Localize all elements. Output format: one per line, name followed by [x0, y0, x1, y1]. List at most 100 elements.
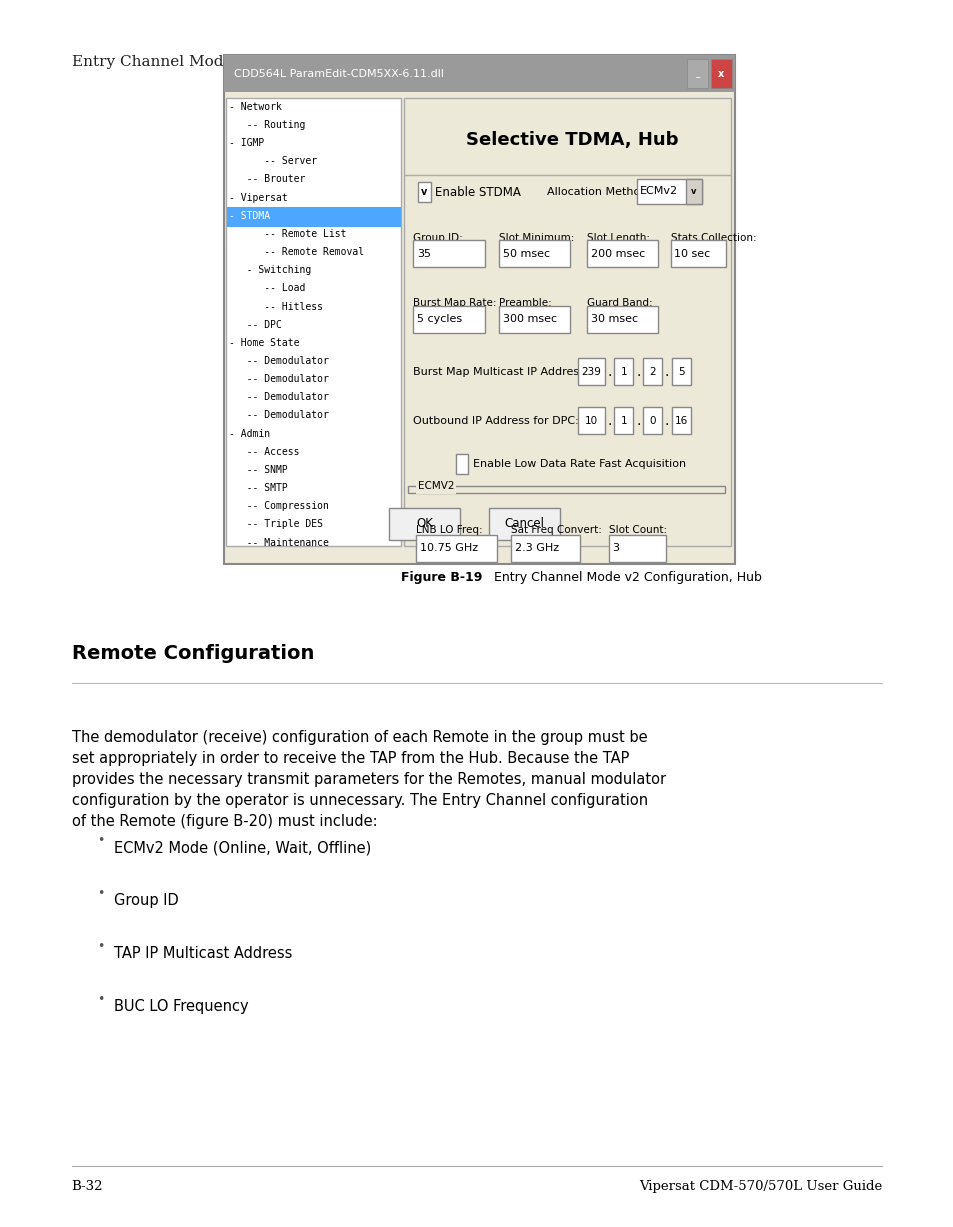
- Text: .: .: [607, 364, 611, 379]
- Text: Stats Collection:: Stats Collection:: [670, 233, 756, 243]
- Text: OK: OK: [416, 518, 433, 530]
- Text: The demodulator (receive) configuration of each Remote in the group must be
set : The demodulator (receive) configuration …: [71, 730, 665, 829]
- Text: -- Demodulator: -- Demodulator: [229, 374, 329, 384]
- Text: -- Load: -- Load: [229, 283, 305, 293]
- Text: - IGMP: - IGMP: [229, 139, 264, 148]
- Text: 50 msec: 50 msec: [502, 249, 549, 259]
- FancyBboxPatch shape: [413, 306, 484, 333]
- Text: Group ID:: Group ID:: [413, 233, 462, 243]
- Text: Group ID: Group ID: [114, 893, 179, 908]
- Text: .: .: [664, 413, 668, 428]
- Text: ECMV2: ECMV2: [417, 481, 454, 491]
- Text: 10 sec: 10 sec: [674, 249, 710, 259]
- Text: Guard Band:: Guard Band:: [586, 298, 652, 308]
- FancyBboxPatch shape: [671, 358, 690, 385]
- Text: .: .: [636, 364, 639, 379]
- Text: 300 msec: 300 msec: [502, 314, 557, 324]
- Text: Sat Freq Convert:: Sat Freq Convert:: [511, 525, 601, 535]
- Text: -- Access: -- Access: [229, 447, 299, 456]
- Text: •: •: [97, 834, 105, 848]
- Text: ECMv2 Mode (Online, Wait, Offline): ECMv2 Mode (Online, Wait, Offline): [114, 840, 372, 855]
- Text: .: .: [664, 364, 668, 379]
- FancyBboxPatch shape: [227, 207, 400, 227]
- Text: Enable STDMA: Enable STDMA: [435, 185, 520, 199]
- Text: - Admin: - Admin: [229, 428, 270, 438]
- Text: Remote Configuration: Remote Configuration: [71, 644, 314, 663]
- Text: -- Remote Removal: -- Remote Removal: [229, 247, 364, 256]
- Text: 239: 239: [581, 367, 600, 377]
- Text: 10.75 GHz: 10.75 GHz: [419, 544, 477, 553]
- Text: 0: 0: [649, 416, 655, 426]
- Text: - Switching: - Switching: [229, 265, 311, 275]
- Text: 5 cycles: 5 cycles: [416, 314, 461, 324]
- Text: -- Demodulator: -- Demodulator: [229, 393, 329, 402]
- Text: -- Triple DES: -- Triple DES: [229, 519, 323, 529]
- Text: -- Maintenance: -- Maintenance: [229, 537, 329, 547]
- Text: -- Server: -- Server: [229, 156, 316, 166]
- Text: •: •: [97, 887, 105, 901]
- Text: -- Demodulator: -- Demodulator: [229, 356, 329, 366]
- Text: -- DPC: -- DPC: [229, 320, 281, 330]
- Text: CDD564L ParamEdit-CDM5XX-6.11.dll: CDD564L ParamEdit-CDM5XX-6.11.dll: [233, 69, 443, 79]
- Text: _: _: [695, 69, 699, 79]
- Text: LNB LO Freq:: LNB LO Freq:: [416, 525, 482, 535]
- FancyBboxPatch shape: [642, 358, 661, 385]
- Text: - Network: - Network: [229, 102, 281, 112]
- Text: -- Demodulator: -- Demodulator: [229, 411, 329, 421]
- Text: Slot Length:: Slot Length:: [586, 233, 649, 243]
- Text: 200 msec: 200 msec: [590, 249, 644, 259]
- Text: .: .: [636, 413, 639, 428]
- Text: -- Hitless: -- Hitless: [229, 302, 323, 312]
- Text: - Home State: - Home State: [229, 337, 299, 347]
- Text: Enable Low Data Rate Fast Acquisition: Enable Low Data Rate Fast Acquisition: [473, 459, 685, 469]
- FancyBboxPatch shape: [608, 535, 665, 562]
- Text: v: v: [421, 187, 427, 198]
- FancyBboxPatch shape: [586, 306, 658, 333]
- Text: - Vipersat: - Vipersat: [229, 193, 288, 202]
- Text: 5: 5: [678, 367, 683, 377]
- FancyBboxPatch shape: [224, 55, 734, 564]
- FancyBboxPatch shape: [586, 240, 658, 267]
- Text: -- Brouter: -- Brouter: [229, 174, 305, 184]
- Text: Slot Minimum:: Slot Minimum:: [498, 233, 574, 243]
- Text: 35: 35: [416, 249, 431, 259]
- Text: 1: 1: [620, 416, 626, 426]
- FancyBboxPatch shape: [224, 55, 734, 92]
- FancyBboxPatch shape: [686, 59, 707, 88]
- FancyBboxPatch shape: [670, 240, 725, 267]
- FancyBboxPatch shape: [614, 407, 633, 434]
- Text: 10: 10: [584, 416, 598, 426]
- Text: 2: 2: [649, 367, 655, 377]
- Text: B-32: B-32: [71, 1179, 103, 1193]
- Text: Cancel: Cancel: [504, 518, 544, 530]
- FancyBboxPatch shape: [637, 179, 701, 204]
- FancyBboxPatch shape: [578, 407, 604, 434]
- FancyBboxPatch shape: [578, 358, 604, 385]
- Text: .: .: [607, 413, 611, 428]
- FancyBboxPatch shape: [417, 182, 431, 202]
- FancyBboxPatch shape: [416, 535, 497, 562]
- Text: •: •: [97, 993, 105, 1006]
- FancyBboxPatch shape: [671, 407, 690, 434]
- Text: Entry Channel Mode Switching: Entry Channel Mode Switching: [71, 55, 314, 69]
- Text: 16: 16: [674, 416, 687, 426]
- FancyBboxPatch shape: [511, 535, 579, 562]
- Text: 3: 3: [612, 544, 618, 553]
- FancyBboxPatch shape: [685, 179, 701, 204]
- Text: -- Routing: -- Routing: [229, 120, 305, 130]
- FancyBboxPatch shape: [614, 358, 633, 385]
- FancyBboxPatch shape: [403, 98, 730, 546]
- FancyBboxPatch shape: [416, 477, 456, 494]
- Text: Figure B-19: Figure B-19: [400, 571, 481, 584]
- FancyBboxPatch shape: [389, 508, 459, 540]
- Text: 2.3 GHz: 2.3 GHz: [515, 544, 558, 553]
- Text: -- SNMP: -- SNMP: [229, 465, 288, 475]
- FancyBboxPatch shape: [498, 306, 570, 333]
- Text: Entry Channel Mode v2 Configuration, Hub: Entry Channel Mode v2 Configuration, Hub: [481, 571, 760, 584]
- Text: Slot Count:: Slot Count:: [608, 525, 666, 535]
- FancyBboxPatch shape: [226, 98, 400, 546]
- FancyBboxPatch shape: [498, 240, 570, 267]
- Text: Preamble:: Preamble:: [498, 298, 551, 308]
- FancyBboxPatch shape: [413, 240, 484, 267]
- Text: Allocation Method:: Allocation Method:: [546, 187, 650, 198]
